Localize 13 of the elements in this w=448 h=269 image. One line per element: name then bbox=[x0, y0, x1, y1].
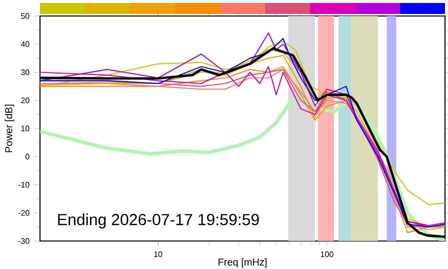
y-tick-label: -30 bbox=[18, 238, 30, 244]
y-tick-label: -10 bbox=[18, 182, 30, 188]
y-tick-label: 50 bbox=[21, 13, 30, 19]
x-axis-title: Freq [mHz] bbox=[218, 258, 267, 268]
y-tick-label: 10 bbox=[21, 126, 30, 132]
y-axis-title: Power [dB] bbox=[4, 104, 14, 152]
y-tick-label: -20 bbox=[18, 210, 30, 216]
y-tick-label: 40 bbox=[20, 41, 30, 47]
annotation: Ending 2026-07-17 19:59:59 bbox=[58, 214, 259, 228]
y-tick-label: 30 bbox=[21, 69, 30, 76]
y-tick-label: 0 bbox=[25, 154, 30, 160]
x-tick-label: 100 bbox=[320, 251, 334, 258]
y-tick-label: 20 bbox=[21, 98, 30, 104]
